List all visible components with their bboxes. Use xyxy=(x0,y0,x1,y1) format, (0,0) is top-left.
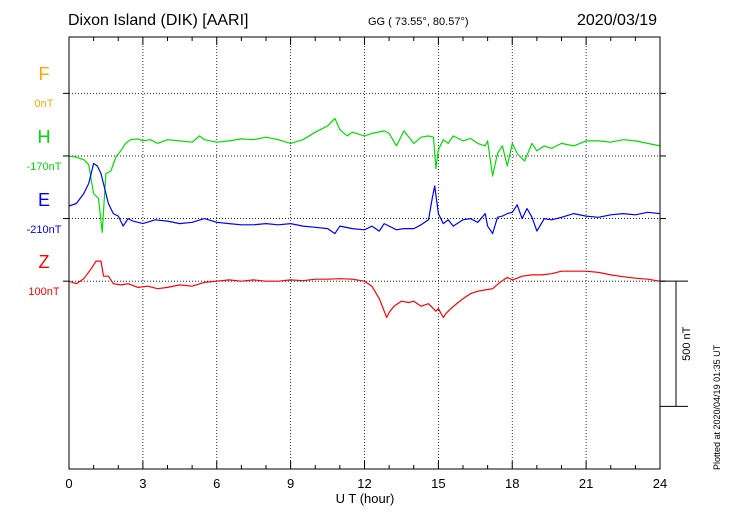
station-title: Dixon Island (DIK) [AARI] xyxy=(68,12,249,29)
component-baseline-h: -170nT xyxy=(26,160,62,173)
x-tick-label: 9 xyxy=(287,476,294,491)
component-baseline-z: 100nT xyxy=(28,286,60,299)
x-tick-label: 24 xyxy=(653,476,667,491)
x-tick-label: 6 xyxy=(213,476,220,491)
station-coordinates: GG ( 73.55°, 80.57°) xyxy=(368,16,469,28)
scale-bar-label: 500 nT xyxy=(681,326,693,361)
component-baseline-e: -210nT xyxy=(26,223,62,236)
series-line-h xyxy=(68,117,661,233)
x-tick-label: 0 xyxy=(65,476,72,491)
scale-bar xyxy=(660,280,688,407)
component-label-z: Z xyxy=(38,252,50,273)
x-tick-label: 15 xyxy=(431,476,445,491)
x-tick-label: 12 xyxy=(357,476,371,491)
series-lines xyxy=(68,117,661,319)
component-baseline-f: 0nT xyxy=(34,98,54,111)
component-label-f: F xyxy=(38,64,50,85)
plotted-timestamp: Plotted at 2020/04/19 01:35 UT xyxy=(712,344,722,470)
plot-frame xyxy=(68,36,661,470)
component-label-h: H xyxy=(37,126,51,147)
series-line-e xyxy=(68,162,661,235)
x-tick-label: 3 xyxy=(139,476,146,491)
component-label-e: E xyxy=(37,189,50,210)
x-tick-labels: 0 3 6 9 12 15 18 21 24 xyxy=(65,476,667,491)
x-axis-label: U T (hour) xyxy=(336,491,395,506)
x-tick-label: 18 xyxy=(505,476,519,491)
x-tick-label: 21 xyxy=(579,476,593,491)
chart-date: 2020/03/19 xyxy=(577,12,658,29)
grid-lines xyxy=(69,37,660,469)
series-line-z xyxy=(68,260,661,319)
